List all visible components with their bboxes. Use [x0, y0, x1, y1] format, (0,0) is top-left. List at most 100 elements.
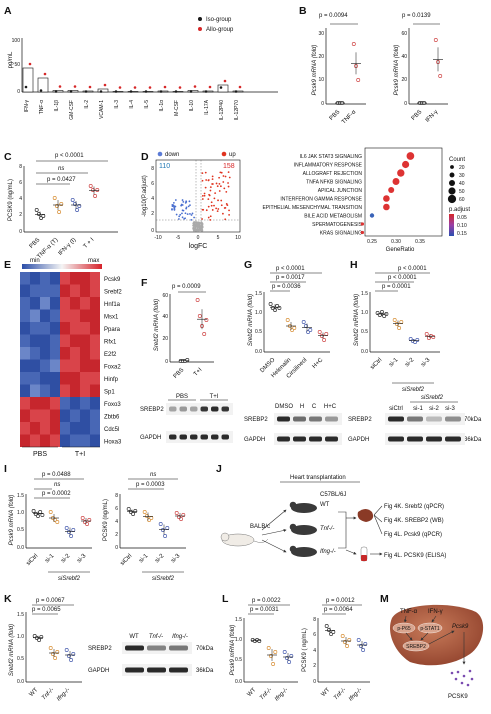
panel-k-points [32, 634, 76, 662]
data-point [285, 318, 290, 322]
panel-f-blot-pbs: PBS [176, 394, 188, 400]
panel-f-blot-ti: T+I [210, 394, 219, 400]
panel-a-allo-dot [28, 62, 32, 66]
svg-text:siCtrl: siCtrl [26, 553, 40, 567]
svg-text:40: 40 [401, 54, 407, 60]
heatmap-cell [90, 397, 100, 410]
volcano-point-up [214, 192, 217, 195]
data-point [415, 338, 420, 342]
panel-a-iso-dot [129, 90, 133, 93]
panel-h-kda-36: 36kDa [464, 437, 482, 443]
gene-label: Hnf1a [104, 302, 121, 308]
panel-a-iso-dot [114, 90, 118, 93]
svg-text:Ifng-/-: Ifng-/- [348, 687, 363, 702]
volcano-point-up [207, 198, 210, 201]
svg-text:si-3: si-3 [170, 553, 182, 565]
panel-f-x2: T+I [193, 367, 204, 378]
panel-i: I p = 0.0488 ns p = 0.0002 Pcsk9 mRNA (f… [4, 463, 186, 582]
volcano-point-up [204, 186, 207, 189]
heatmap-cell [20, 297, 30, 310]
svg-text:M-CSF: M-CSF [174, 100, 180, 116]
panel-d-up: up [229, 152, 236, 158]
volcano-point-up [211, 178, 214, 181]
heatmap-cell [20, 284, 30, 297]
svg-text:0.35: 0.35 [415, 239, 425, 245]
heatmap-cell [70, 434, 80, 447]
panel-l-ylabel1: Pcsk9 mRNA (fold) [230, 625, 236, 676]
panel-a-bar [97, 88, 109, 93]
enrichment-dot [392, 178, 400, 185]
svg-text:Tnf-/-: Tnf-/- [149, 634, 163, 640]
panel-h-western-blot [385, 413, 465, 445]
panel-i-points2 [126, 507, 186, 538]
heatmap-cell [30, 384, 40, 397]
blot-band-gapdh [293, 436, 306, 442]
panel-g-points [268, 302, 329, 342]
panel-j-tnf: Tnf-/- [320, 526, 334, 532]
heatmap-cell [30, 422, 40, 435]
data-point [273, 650, 278, 654]
panel-a-iso-dot [219, 86, 223, 89]
data-point [70, 198, 75, 202]
heatmap-cell [90, 372, 100, 385]
data-point [268, 302, 273, 306]
pathway-label: INFLAMMATORY RESPONSE [294, 163, 363, 169]
svg-text:1.5: 1.5 [17, 612, 24, 618]
panel-letter-b: B [299, 5, 307, 17]
heatmap-cell [60, 334, 70, 347]
data-point [204, 318, 209, 322]
panel-h-p2: p < 0.0001 [388, 275, 417, 281]
volcano-point [199, 229, 202, 232]
volcano-point-up [222, 212, 224, 215]
heatmap-cell [30, 409, 40, 422]
svg-text:IFN-γ: IFN-γ [24, 100, 30, 113]
enrichment-dot [402, 160, 410, 169]
heatmap-cell [80, 434, 90, 447]
heatmap-cell [30, 297, 40, 310]
svg-text:4: 4 [151, 196, 154, 202]
svg-text:8: 8 [115, 493, 118, 499]
volcano-point-up [220, 199, 223, 202]
heatmap-cell [80, 384, 90, 397]
panel-j-out-2: Fig 4K. SREBP2 (WB) [384, 518, 444, 524]
volcano-point-up [218, 190, 221, 192]
data-point [174, 511, 179, 515]
volcano-point [197, 223, 200, 225]
blot-band-srebp2 [325, 416, 338, 422]
panel-h-kda-70: 70kDa [464, 417, 482, 423]
panel-k-blot-srebp2: SREBP2 [88, 646, 112, 652]
panel-d: D down up 110 158 -log10(P.adjust) 8 6 4… [141, 147, 470, 253]
blot-band-gapdh [388, 436, 404, 442]
panel-h-blot-header: siSrebf2 [421, 395, 444, 401]
enrichment-dot [360, 230, 365, 235]
data-point [319, 334, 324, 338]
panel-j: J Heart transplantation C57BL/6J BALB/c … [216, 463, 446, 562]
svg-text:DMSO: DMSO [275, 404, 293, 410]
panel-a-allo-dot [163, 85, 167, 89]
volcano-point [201, 226, 204, 229]
svg-text:H+C: H+C [324, 404, 337, 410]
panel-f-western-blot [166, 403, 233, 443]
svg-text:Tnf-/-: Tnf-/- [259, 687, 273, 701]
heatmap-cell [70, 397, 80, 410]
heatmap-cell [60, 284, 70, 297]
blot-band-srebp2 [147, 645, 166, 651]
volcano-point-down [171, 208, 173, 210]
heatmap-cell [60, 347, 70, 360]
panel-h-ylabel: Srebf2 mRNA (fold) [354, 294, 360, 346]
liver-icon-small [357, 509, 374, 522]
heatmap-cell [20, 334, 30, 347]
panel-a-iso-dot [24, 85, 28, 89]
heatmap-cell [70, 422, 80, 435]
panel-l-p4: p = 0.0064 [324, 607, 353, 613]
heatmap-cell [70, 272, 80, 285]
data-point [80, 516, 85, 520]
node-pstat1 [417, 622, 443, 634]
volcano-point-up [201, 179, 204, 182]
panel-c-ticks: 8 6 4 2 0 [19, 164, 22, 235]
enrichment-dot [383, 195, 390, 202]
count-legend-label: 60 [459, 197, 465, 203]
volcano-point-up [216, 210, 219, 213]
panel-j-title: Heart transplantation [290, 475, 346, 481]
panel-h-points [375, 310, 436, 344]
